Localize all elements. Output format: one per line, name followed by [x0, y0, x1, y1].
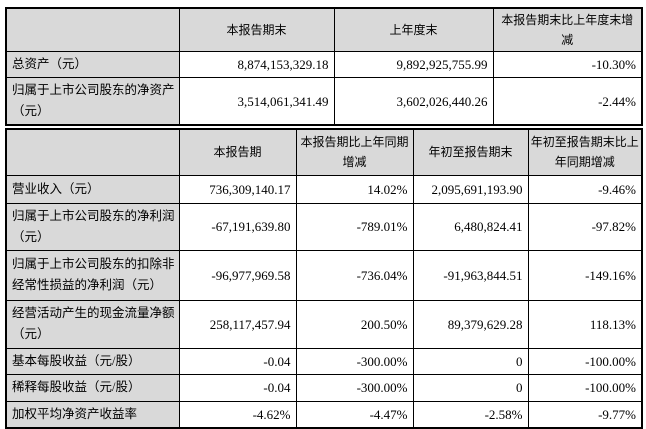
column-header: 上年度末	[333, 7, 494, 52]
cell-value: -300.00%	[295, 373, 414, 402]
cell-value: 89,379,629.28	[412, 299, 529, 349]
header-row: 本报告期 本报告期比上年同期增减 年初至报告期末 年初至报告期末比上年同期增减	[5, 128, 643, 176]
row-label: 基本每股收益（元/股）	[5, 347, 180, 375]
cell-value: 118.13%	[527, 299, 643, 349]
cell-value: -100.00%	[527, 373, 643, 402]
cell-value: 0	[412, 347, 529, 375]
table-row: 加权平均净资产收益率 -4.62% -4.47% -2.58% -9.77%	[5, 400, 643, 429]
cell-value: 200.50%	[295, 299, 414, 349]
table-row: 基本每股收益（元/股） -0.04 -300.00% 0 -100.00%	[5, 347, 643, 375]
cell-value: -4.62%	[178, 400, 297, 429]
cell-value: 3,514,061,341.49	[178, 77, 335, 126]
column-header: 年初至报告期末	[412, 128, 529, 176]
cell-value: 6,480,824.41	[412, 202, 529, 251]
cell-value: -4.47%	[295, 400, 414, 429]
cell-value: 8,874,153,329.18	[178, 51, 335, 78]
cell-value: -67,191,639.80	[178, 202, 297, 251]
metric-column-header	[5, 128, 180, 176]
cell-value: 258,117,457.94	[178, 299, 297, 349]
row-label: 总资产（元）	[5, 51, 180, 78]
table-row: 总资产（元） 8,874,153,329.18 9,892,925,755.99 -1…	[5, 51, 643, 78]
table-row: 归属于上市公司股东的净利润（元） -67,191,639.80 -789.01% 6,…	[5, 202, 643, 251]
row-label: 归属于上市公司股东的扣除非经常性损益的净利润（元）	[5, 249, 180, 301]
cell-value: -149.16%	[527, 249, 643, 301]
table-row: 稀释每股收益（元/股） -0.04 -300.00% 0 -100.00%	[5, 373, 643, 402]
cell-value: 3,602,026,440.26	[333, 77, 494, 126]
row-label: 营业收入（元）	[5, 174, 180, 204]
cell-value: -2.44%	[492, 77, 643, 126]
table-row: 经营活动产生的现金流量净额（元） 258,117,457.94 200.50% 89,…	[5, 299, 643, 349]
cell-value: 14.02%	[295, 174, 414, 204]
cell-value: -0.04	[178, 347, 297, 375]
row-label: 稀释每股收益（元/股）	[5, 373, 180, 402]
cell-value: 0	[412, 373, 529, 402]
cell-value: -736.04%	[295, 249, 414, 301]
cell-value: -9.77%	[527, 400, 643, 429]
cell-value: -97.82%	[527, 202, 643, 251]
column-header: 年初至报告期末比上年同期增减	[527, 128, 643, 176]
cell-value: 2,095,691,193.90	[412, 174, 529, 204]
metric-column-header	[5, 7, 180, 52]
column-header: 本报告期末	[178, 7, 335, 52]
financial-summary: 本报告期末 上年度末 本报告期末比上年度末增减 总资产（元） 8,874,153,329…	[5, 7, 643, 429]
cell-value: -10.30%	[492, 51, 643, 78]
cell-value: -300.00%	[295, 347, 414, 375]
period-end-comparison-table: 本报告期末 上年度末 本报告期末比上年度末增减 总资产（元） 8,874,153,329…	[5, 7, 643, 126]
cell-value: -100.00%	[527, 347, 643, 375]
column-header: 本报告期比上年同期增减	[295, 128, 414, 176]
cell-value: 736,309,140.17	[178, 174, 297, 204]
row-label: 加权平均净资产收益率	[5, 400, 180, 429]
header-row: 本报告期末 上年度末 本报告期末比上年度末增减	[5, 7, 643, 52]
cell-value: -91,963,844.51	[412, 249, 529, 301]
table-row: 营业收入（元） 736,309,140.17 14.02% 2,095,691,193…	[5, 174, 643, 204]
reporting-period-comparison-table: 本报告期 本报告期比上年同期增减 年初至报告期末 年初至报告期末比上年同期增减 营业收入…	[5, 128, 643, 429]
cell-value: -789.01%	[295, 202, 414, 251]
row-label: 归属于上市公司股东的净利润（元）	[5, 202, 180, 251]
table-row: 归属于上市公司股东的扣除非经常性损益的净利润（元） -96,977,969.58-…	[5, 249, 643, 301]
row-label: 经营活动产生的现金流量净额（元）	[5, 299, 180, 349]
cell-value: -0.04	[178, 373, 297, 402]
row-label: 归属于上市公司股东的净资产（元）	[5, 77, 180, 126]
cell-value: 9,892,925,755.99	[333, 51, 494, 78]
column-header: 本报告期	[178, 128, 297, 176]
cell-value: -2.58%	[412, 400, 529, 429]
cell-value: -96,977,969.58	[178, 249, 297, 301]
column-header: 本报告期末比上年度末增减	[492, 7, 643, 52]
cell-value: -9.46%	[527, 174, 643, 204]
table-row: 归属于上市公司股东的净资产（元） 3,514,061,341.49 3,602,02…	[5, 77, 643, 126]
